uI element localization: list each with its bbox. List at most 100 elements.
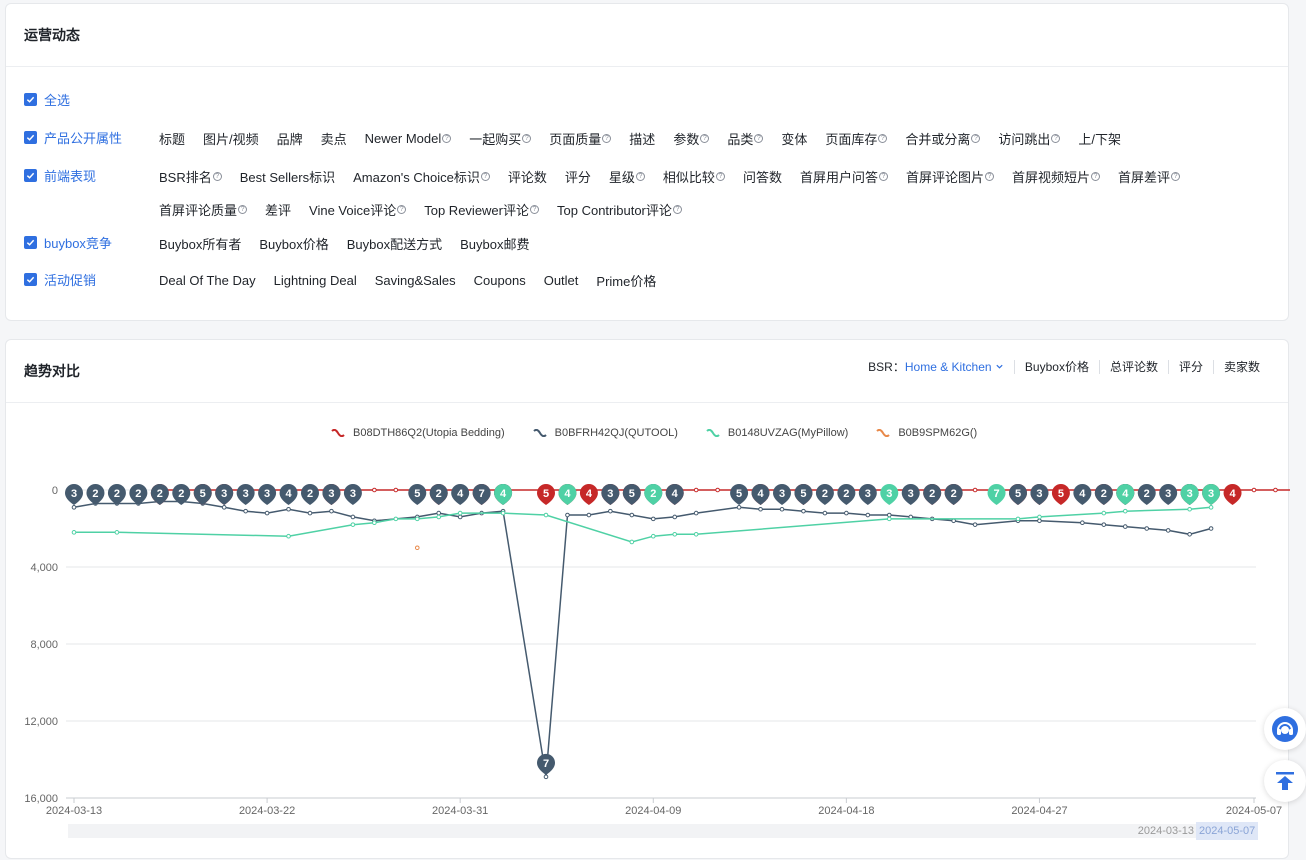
event-marker [601, 484, 620, 505]
filter-item[interactable]: 参数? [673, 129, 710, 148]
help-icon[interactable]: ? [397, 205, 407, 214]
bsr-category[interactable]: Home & Kitchen [904, 360, 992, 374]
select-all-checkbox[interactable] [24, 93, 37, 106]
help-icon[interactable]: ? [700, 134, 710, 143]
group-label[interactable]: buybox竞争 [44, 236, 112, 251]
back-to-top-button[interactable] [1264, 760, 1306, 802]
filter-item[interactable]: 描述 [629, 129, 655, 148]
legend-item[interactable]: B08DTH86Q2(Utopia Bedding) [331, 427, 505, 439]
filter-item[interactable]: Saving&Sales [375, 271, 456, 290]
filter-item[interactable]: Amazon's Choice标识? [353, 167, 490, 186]
series-point [1251, 487, 1257, 493]
filter-item[interactable]: 相似比较? [663, 167, 725, 186]
bsr-selector[interactable]: BSR：Home & Kitchen [858, 360, 1014, 374]
filter-item[interactable]: Buybox邮费 [460, 234, 529, 253]
filter-item[interactable]: 首屏评论质量? [159, 200, 248, 219]
help-icon[interactable]: ? [212, 172, 222, 181]
tab-total-reviews[interactable]: 总评论数 [1098, 360, 1168, 374]
help-icon[interactable]: ? [522, 134, 532, 143]
group-checkbox[interactable] [24, 169, 37, 182]
group-row[interactable]: buybox竞争 [24, 233, 112, 252]
group-row[interactable]: 产品公开属性 [24, 128, 122, 147]
filter-item[interactable]: Buybox配送方式 [347, 234, 442, 253]
help-icon[interactable]: ? [635, 172, 645, 181]
filter-item[interactable]: 品牌 [277, 129, 303, 148]
filter-item[interactable]: 页面质量? [549, 129, 612, 148]
filter-item[interactable]: 差评 [265, 200, 291, 219]
help-icon[interactable]: ? [1171, 172, 1181, 181]
group-label[interactable]: 活动促销 [44, 273, 97, 288]
filter-item[interactable]: 图片/视频 [203, 129, 259, 148]
group-checkbox[interactable] [24, 131, 37, 144]
event-marker-count: 2 [92, 488, 98, 500]
filter-item[interactable]: 合并或分离? [905, 129, 981, 148]
help-icon[interactable]: ? [602, 134, 612, 143]
legend-item[interactable]: B0B9SPM62G() [876, 427, 977, 439]
filter-item[interactable]: 评论数 [508, 167, 547, 186]
help-icon[interactable]: ? [1091, 172, 1100, 181]
select-all-label[interactable]: 全选 [44, 93, 71, 108]
filter-item[interactable]: BSR排名? [159, 167, 222, 186]
filter-item[interactable]: Buybox所有者 [159, 234, 241, 253]
series-point [1037, 514, 1042, 520]
filter-item[interactable]: Top Reviewer评论? [424, 200, 539, 219]
help-icon[interactable]: ? [480, 172, 490, 181]
select-all-row[interactable]: 全选 [24, 90, 70, 109]
filter-item[interactable]: 变体 [781, 129, 807, 148]
filter-item[interactable]: 上/下架 [1078, 129, 1121, 148]
filter-item[interactable]: Vine Voice评论? [309, 200, 407, 219]
event-marker-count: 3 [71, 488, 77, 500]
help-icon[interactable]: ? [878, 172, 888, 181]
series-point [71, 505, 77, 510]
filter-item[interactable]: Prime价格 [596, 271, 656, 290]
filter-item[interactable]: Deal Of The Day [159, 271, 256, 290]
tab-buybox-price[interactable]: Buybox价格 [1013, 360, 1099, 374]
group-row[interactable]: 活动促销 [24, 270, 96, 289]
help-icon[interactable]: ? [754, 134, 764, 143]
legend-item[interactable]: B0148UVZAG(MyPillow) [706, 427, 848, 439]
series-point [565, 512, 570, 518]
filter-item[interactable]: 访问跳出? [998, 129, 1061, 148]
help-icon[interactable]: ? [672, 205, 682, 214]
help-icon[interactable]: ? [1051, 134, 1061, 143]
filter-item[interactable]: Best Sellers标识 [240, 167, 335, 186]
filter-item[interactable]: 首屏视频短片? [1012, 167, 1100, 186]
series-point [1122, 508, 1128, 514]
event-marker [622, 484, 641, 505]
help-icon[interactable]: ? [238, 205, 248, 214]
filter-item[interactable]: Coupons [474, 271, 526, 290]
filter-item[interactable]: 一起购买? [469, 129, 532, 148]
filter-item[interactable]: Lightning Deal [274, 271, 357, 290]
legend-item[interactable]: B0BFRH42QJ(QUTOOL) [532, 427, 678, 439]
filter-item[interactable]: Outlet [544, 271, 579, 290]
filter-item[interactable]: 品类? [727, 129, 764, 148]
help-icon[interactable]: ? [530, 205, 539, 214]
filter-item[interactable]: 问答数 [743, 167, 782, 186]
filter-item-label: 参数 [673, 132, 700, 147]
group-label[interactable]: 前端表现 [44, 169, 97, 184]
filter-item[interactable]: 星级? [609, 167, 645, 186]
filter-item[interactable]: 页面库存? [825, 129, 888, 148]
event-marker-count: 5 [200, 488, 206, 500]
customer-service-button[interactable] [1264, 708, 1306, 750]
group-checkbox[interactable] [24, 273, 37, 286]
help-icon[interactable]: ? [878, 134, 888, 143]
help-icon[interactable]: ? [715, 172, 725, 181]
filter-item[interactable]: 标题 [159, 129, 185, 148]
help-icon[interactable]: ? [984, 172, 994, 181]
filter-item[interactable]: 首屏差评? [1118, 167, 1181, 186]
help-icon[interactable]: ? [971, 134, 981, 143]
filter-item[interactable]: 评分 [565, 167, 591, 186]
group-checkbox[interactable] [24, 236, 37, 249]
filter-item[interactable]: 卖点 [321, 129, 347, 148]
help-icon[interactable]: ? [442, 134, 452, 143]
tab-seller-count[interactable]: 卖家数 [1212, 360, 1270, 374]
tab-rating[interactable]: 评分 [1167, 360, 1213, 374]
group-row[interactable]: 前端表现 [24, 166, 96, 185]
filter-item[interactable]: 首屏用户问答? [800, 167, 888, 186]
filter-item[interactable]: 首屏评论图片? [906, 167, 994, 186]
filter-item[interactable]: Newer Model? [365, 129, 452, 148]
filter-item[interactable]: Buybox价格 [259, 234, 328, 253]
group-label[interactable]: 产品公开属性 [44, 131, 123, 146]
filter-item[interactable]: Top Contributor评论? [557, 200, 682, 219]
